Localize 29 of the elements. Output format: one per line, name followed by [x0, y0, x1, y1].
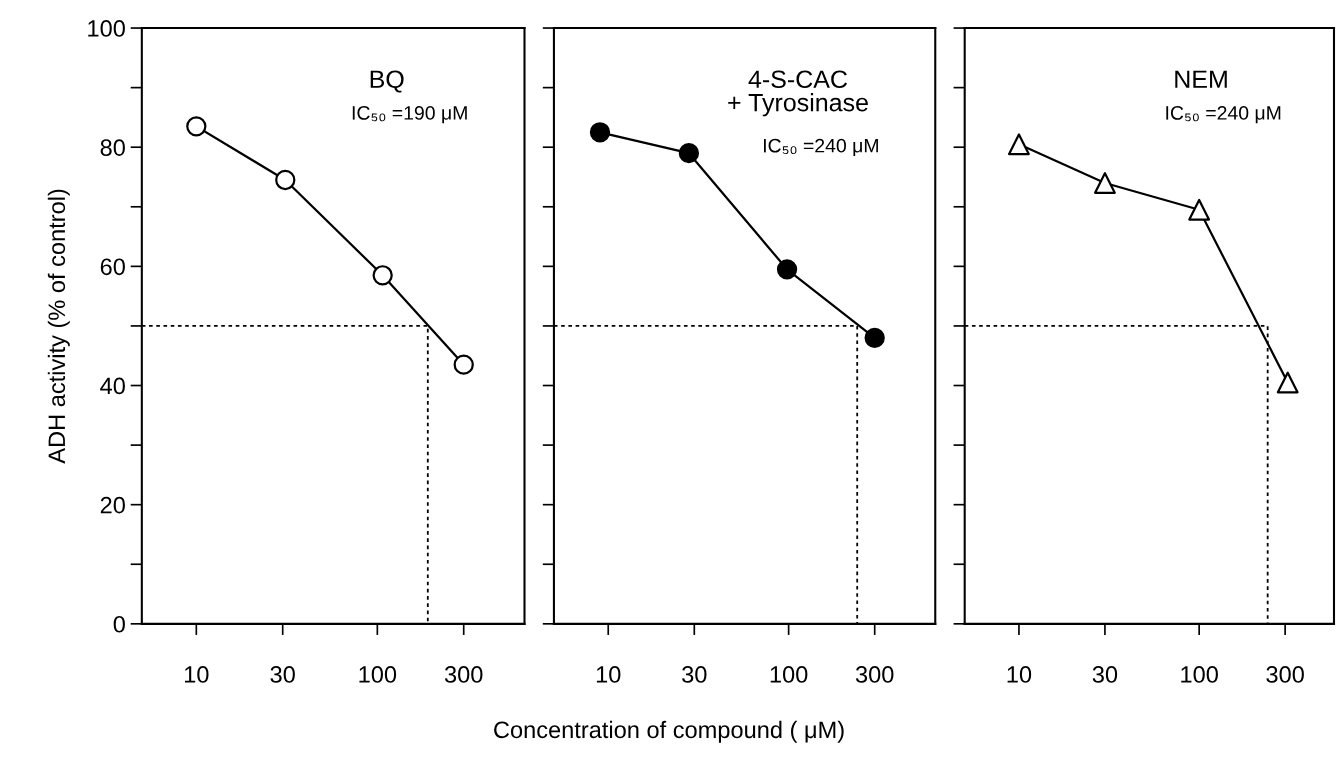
- text: NEM: [1175, 70, 1227, 88]
- x-tick-label: 100: [1181, 666, 1218, 683]
- annotation: IC₅₀ =240 μM: [1166, 106, 1281, 124]
- x-tick-label: 10: [596, 666, 621, 683]
- point: [1276, 371, 1299, 394]
- x-tick-label: 300: [1266, 666, 1304, 683]
- y-tick-label: 100: [88, 20, 125, 37]
- y-tick-label: 40: [100, 377, 125, 395]
- text: 4-S-CAC + Tyrosinase: [728, 70, 868, 117]
- y-tick-label: 80: [100, 139, 125, 156]
- text: BQ: [370, 70, 404, 93]
- x-axis-title: Concentration of compound ( μM): [494, 720, 844, 743]
- x-tick-label: 10: [184, 666, 209, 683]
- x-tick-label: 300: [444, 666, 483, 683]
- point: [1188, 198, 1211, 221]
- x-tick-label: 30: [1092, 666, 1118, 683]
- annotation: IC₅₀ =240 μM: [763, 138, 878, 157]
- y-axis-title: ADH activity (% of control): [47, 189, 70, 464]
- x-tick-label: 100: [770, 666, 808, 683]
- y-tick-label: 0: [113, 615, 125, 633]
- x-tick-label: 100: [359, 666, 397, 683]
- x-tick-label: 30: [682, 666, 707, 683]
- x-tick-label: 300: [855, 666, 894, 683]
- y-tick-label: 60: [100, 258, 125, 276]
- x-tick-label: 10: [1007, 666, 1032, 683]
- annotation: IC₅₀ =190 μM: [352, 106, 467, 124]
- y-tick-label: 20: [100, 496, 125, 514]
- x-tick-label: 30: [270, 666, 295, 683]
- point: [1008, 133, 1030, 156]
